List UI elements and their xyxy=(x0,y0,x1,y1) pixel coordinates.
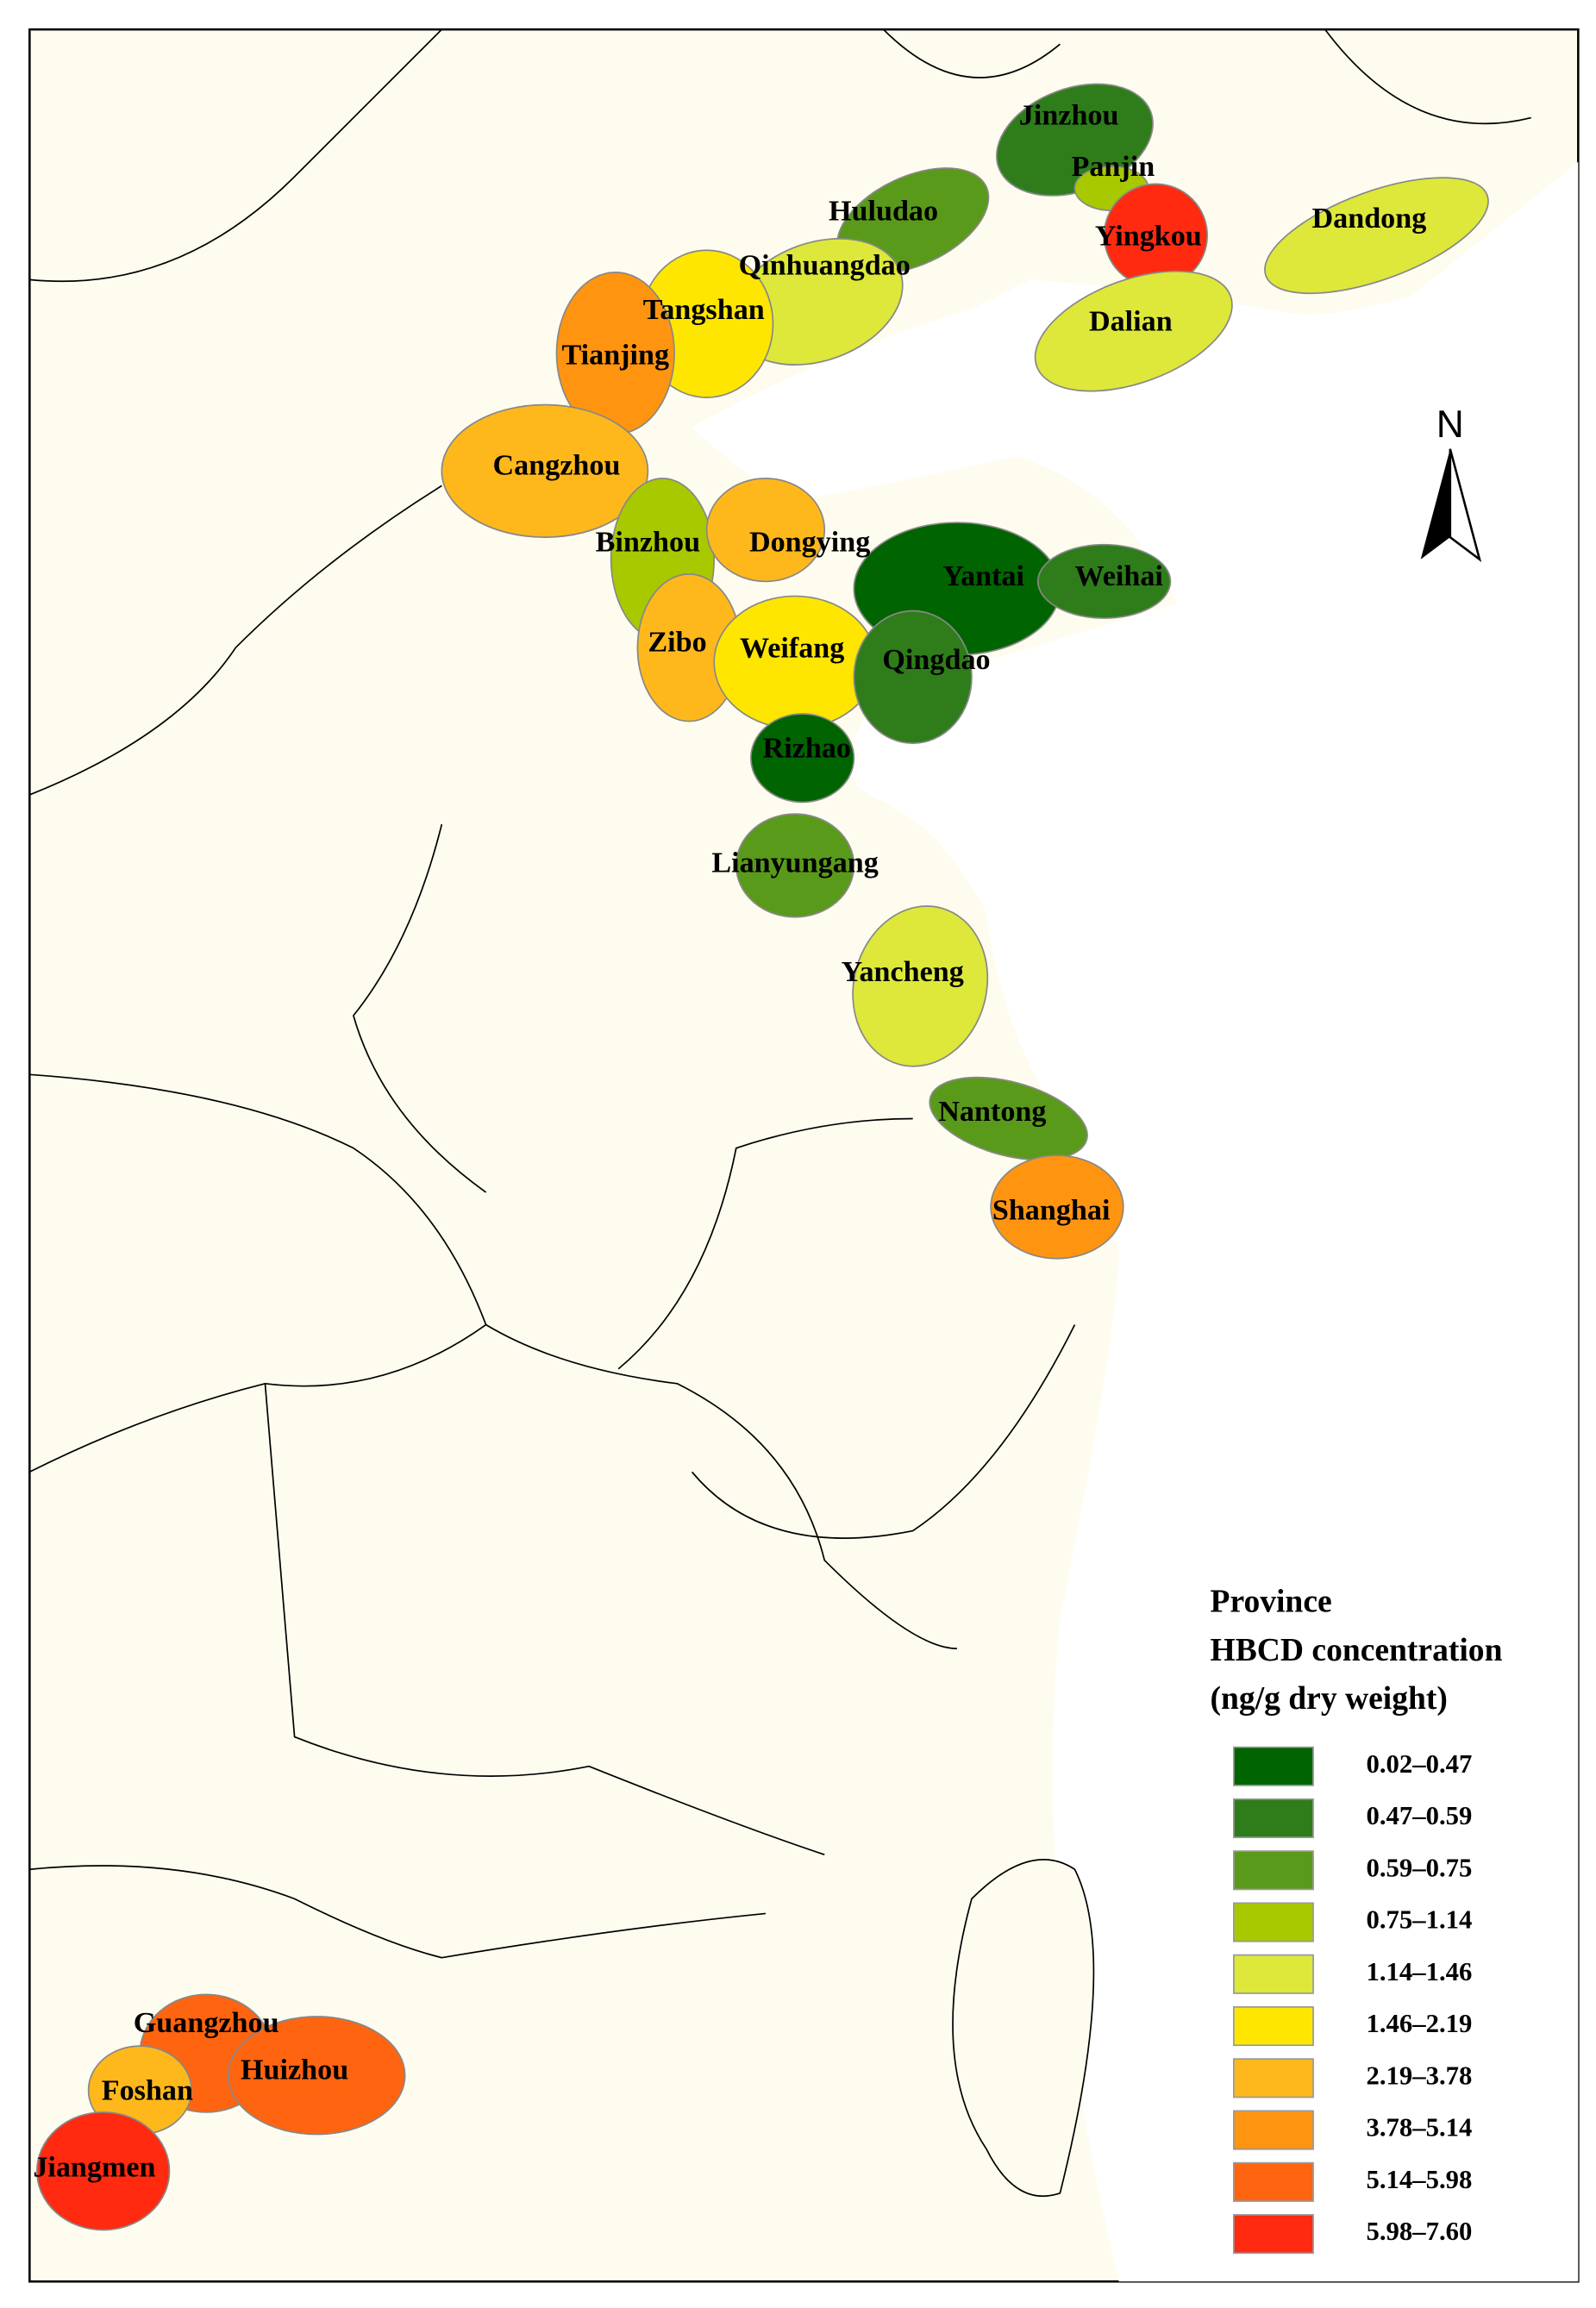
city-label: Weihai xyxy=(1074,560,1162,592)
city-label: Huizhou xyxy=(241,2055,348,2086)
legend-title: Province xyxy=(1211,1585,1332,1620)
legend-label: 0.75–1.14 xyxy=(1367,1905,1473,1935)
city-label: Dandong xyxy=(1312,203,1427,235)
legend-swatch xyxy=(1232,2058,1314,2098)
legend-label: 0.59–0.75 xyxy=(1367,1853,1473,1882)
city-region xyxy=(1036,543,1172,619)
legend-label: 3.78–5.14 xyxy=(1367,2113,1473,2142)
city-label: Foshan xyxy=(102,2075,193,2107)
north-arrow: N xyxy=(1420,403,1482,563)
city-region xyxy=(1264,177,1489,295)
city-label: Binzhou xyxy=(596,527,700,559)
city-label: Tianjing xyxy=(562,340,670,372)
city-region xyxy=(1034,270,1233,392)
taiwan xyxy=(952,1859,1095,2198)
north-label: N xyxy=(1436,403,1464,446)
city-label: Lianyungang xyxy=(711,848,878,879)
legend-swatch xyxy=(1232,2110,1314,2150)
city-label: Yancheng xyxy=(842,956,964,988)
city-label: Yantai xyxy=(942,560,1024,592)
city-label: Qingdao xyxy=(882,644,990,676)
city-label: Jiangmen xyxy=(33,2151,155,2183)
city-region xyxy=(35,2111,171,2231)
legend-label: 2.19–3.78 xyxy=(1367,2061,1473,2090)
city-label: Nantong xyxy=(938,1096,1046,1128)
legend-label: 0.02–0.47 xyxy=(1367,1749,1473,1779)
city-label: Huludao xyxy=(829,195,938,227)
city-region xyxy=(990,1154,1124,1260)
legend-label: 5.98–7.60 xyxy=(1367,2217,1473,2246)
city-label: Panjin xyxy=(1071,151,1155,183)
legend-swatch xyxy=(1232,2161,1314,2202)
city-region xyxy=(441,403,649,539)
city-label: Rizhao xyxy=(763,733,851,765)
city-region xyxy=(750,713,855,804)
legend-label: 0.47–0.59 xyxy=(1367,1801,1473,1830)
city-label: Jinzhou xyxy=(1019,99,1119,131)
legend-label: 5.14–5.98 xyxy=(1367,2165,1473,2194)
legend-label: 1.14–1.46 xyxy=(1367,1957,1473,1986)
legend-label: 1.46–2.19 xyxy=(1367,2009,1473,2038)
city-label: Yingkou xyxy=(1095,220,1202,252)
legend-swatch xyxy=(1232,1954,1314,1994)
city-label: Dongying xyxy=(749,527,870,559)
legend: Province HBCD concentration (ng/g dry weig… xyxy=(1211,1585,1503,2255)
city-label: Weifang xyxy=(740,632,844,664)
province-boundaries xyxy=(28,28,1531,1959)
city-label: Dalian xyxy=(1089,305,1173,337)
city-region xyxy=(852,905,989,1067)
city-region xyxy=(705,478,826,583)
city-region xyxy=(735,813,855,918)
legend-swatch xyxy=(1232,1850,1314,1891)
city-label: Cangzhou xyxy=(493,450,621,482)
legend-title: HBCD concentration xyxy=(1211,1633,1503,1668)
legend-title: (ng/g dry weight) xyxy=(1211,1681,1448,1717)
city-region xyxy=(853,610,973,745)
legend-swatch xyxy=(1232,1902,1314,1942)
city-label: Zibo xyxy=(648,627,706,659)
city-label: Shanghai xyxy=(992,1195,1111,1227)
legend-swatch xyxy=(1232,1746,1314,1786)
legend-swatch xyxy=(1232,2214,1314,2255)
city-label: Qinhuangdao xyxy=(739,250,911,282)
city-region xyxy=(929,1076,1088,1161)
legend-swatch xyxy=(1232,2006,1314,2047)
legend-swatch xyxy=(1232,1798,1314,1839)
city-region xyxy=(227,2016,406,2136)
city-label: Tangshan xyxy=(643,294,765,326)
city-label: Guangzhou xyxy=(134,2007,279,2039)
